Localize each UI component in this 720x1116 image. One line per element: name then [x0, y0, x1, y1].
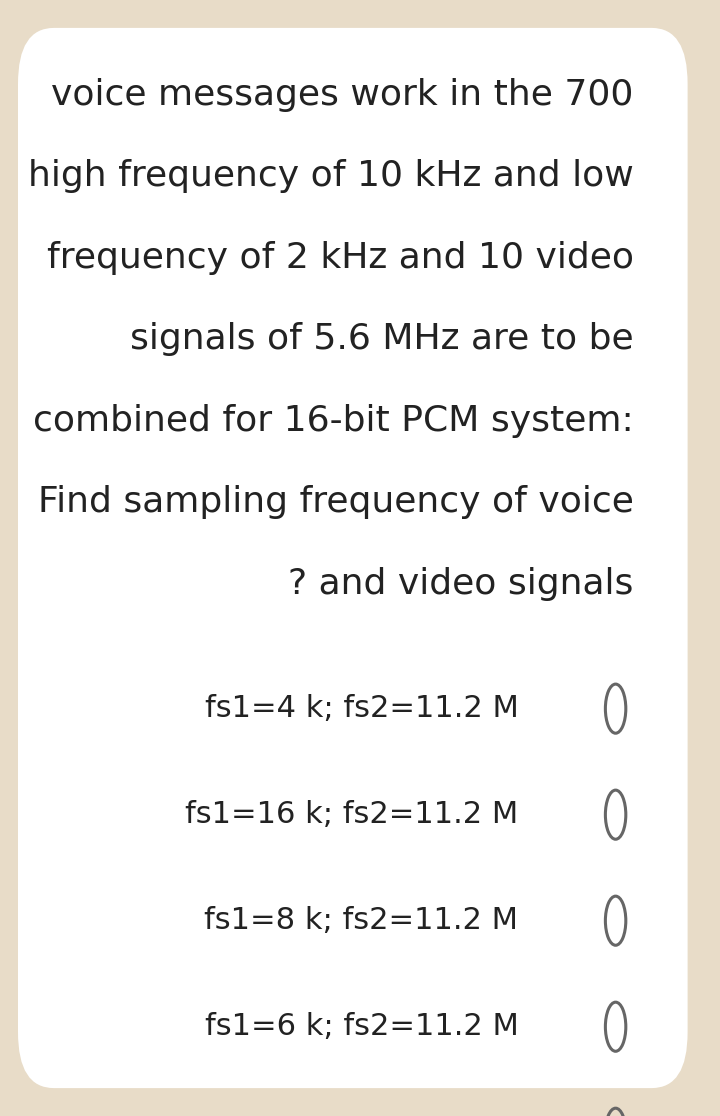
Text: combined for 16-bit PCM system:: combined for 16-bit PCM system:	[33, 404, 634, 437]
Text: frequency of 2 kHz and 10 video: frequency of 2 kHz and 10 video	[47, 241, 634, 275]
FancyBboxPatch shape	[18, 28, 688, 1088]
Text: signals of 5.6 MHz are to be: signals of 5.6 MHz are to be	[130, 323, 634, 356]
Text: fs1=8 k; fs2=11.2 M: fs1=8 k; fs2=11.2 M	[204, 906, 518, 935]
Text: high frequency of 10 kHz and low: high frequency of 10 kHz and low	[28, 160, 634, 193]
Text: Find sampling frequency of voice: Find sampling frequency of voice	[37, 485, 634, 519]
Text: fs1=6 k; fs2=11.2 M: fs1=6 k; fs2=11.2 M	[204, 1012, 518, 1041]
Text: ? and video signals: ? and video signals	[288, 567, 634, 600]
Text: voice messages work in the 700: voice messages work in the 700	[51, 78, 634, 112]
Text: fs1=16 k; fs2=11.2 M: fs1=16 k; fs2=11.2 M	[185, 800, 518, 829]
Text: fs1=4 k; fs2=11.2 M: fs1=4 k; fs2=11.2 M	[204, 694, 518, 723]
